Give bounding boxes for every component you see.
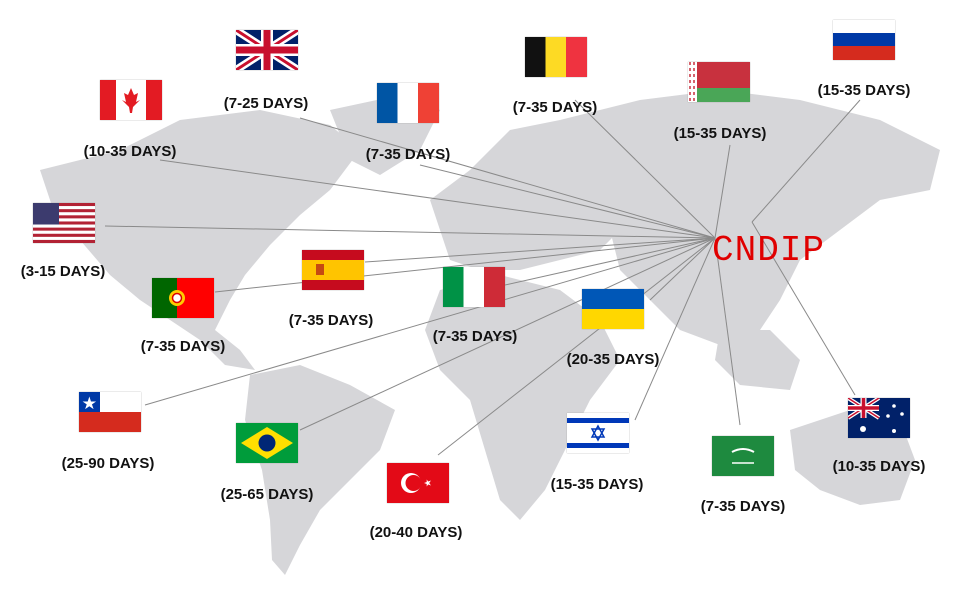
route-line (299, 237, 716, 431)
africa (425, 275, 620, 520)
delivery-time-label: (10-35 DAYS) (832, 458, 926, 475)
delivery-time-label: (15-35 DAYS) (673, 125, 767, 142)
delivery-time-label: (7-25 DAYS) (223, 95, 309, 112)
delivery-time-label: (7-35 DAYS) (700, 498, 786, 515)
route-line (159, 159, 716, 239)
canada-flag-icon (100, 80, 162, 120)
delivery-time-label: (25-65 DAYS) (220, 486, 314, 503)
delivery-time-label: (15-35 DAYS) (817, 82, 911, 99)
delivery-time-label: (15-35 DAYS) (550, 476, 644, 493)
portugal-flag-icon (152, 278, 214, 318)
route-line (437, 237, 716, 456)
usa-flag-icon (33, 203, 95, 244)
delivery-time-label: (20-35 DAYS) (566, 351, 660, 368)
delivery-time-label: (7-35 DAYS) (365, 146, 451, 163)
route-line (144, 237, 716, 406)
saudi-arabia-flag-icon (712, 436, 774, 476)
australia-flag-icon (846, 396, 910, 438)
route-line (419, 164, 716, 239)
delivery-time-label: (3-15 DAYS) (20, 263, 106, 280)
ukraine-flag-icon (582, 289, 644, 329)
route-line (634, 237, 716, 421)
chile-flag-icon (79, 392, 141, 432)
france-flag-icon (377, 83, 439, 123)
route-line (751, 221, 856, 396)
asia (560, 90, 940, 345)
belgium-flag-icon (525, 37, 587, 77)
delivery-time-label: (7-35 DAYS) (432, 328, 518, 345)
russia-flag-icon (833, 20, 895, 60)
delivery-time-label: (7-35 DAYS) (288, 312, 374, 329)
israel-flag-icon (567, 413, 629, 453)
europe (430, 120, 640, 270)
delivery-time-label: (25-90 DAYS) (61, 455, 155, 472)
route-line (649, 237, 716, 301)
route-line (214, 237, 716, 293)
route-line (714, 144, 731, 239)
southeast-asia (715, 330, 800, 390)
belarus-flag-icon (688, 62, 750, 102)
delivery-time-label: (7-35 DAYS) (140, 338, 226, 355)
delivery-time-label: (7-35 DAYS) (512, 99, 598, 116)
delivery-time-label: (20-40 DAYS) (369, 524, 463, 541)
italy-flag-icon (443, 267, 505, 307)
delivery-time-label: (10-35 DAYS) (83, 143, 177, 160)
route-line (504, 237, 716, 286)
brand-logo-text: CNDIP (712, 230, 826, 271)
route-line (751, 99, 861, 223)
route-line (299, 117, 716, 239)
south-america (245, 365, 395, 575)
route-lines (104, 99, 861, 456)
route-line (104, 225, 716, 239)
north-america (40, 110, 360, 370)
uk-flag-icon (233, 26, 301, 74)
spain-flag-icon (302, 250, 364, 290)
route-line (574, 99, 716, 239)
route-line (364, 237, 716, 263)
brazil-flag-icon (236, 423, 298, 463)
turkey-flag-icon (387, 463, 449, 503)
route-line (714, 237, 741, 426)
